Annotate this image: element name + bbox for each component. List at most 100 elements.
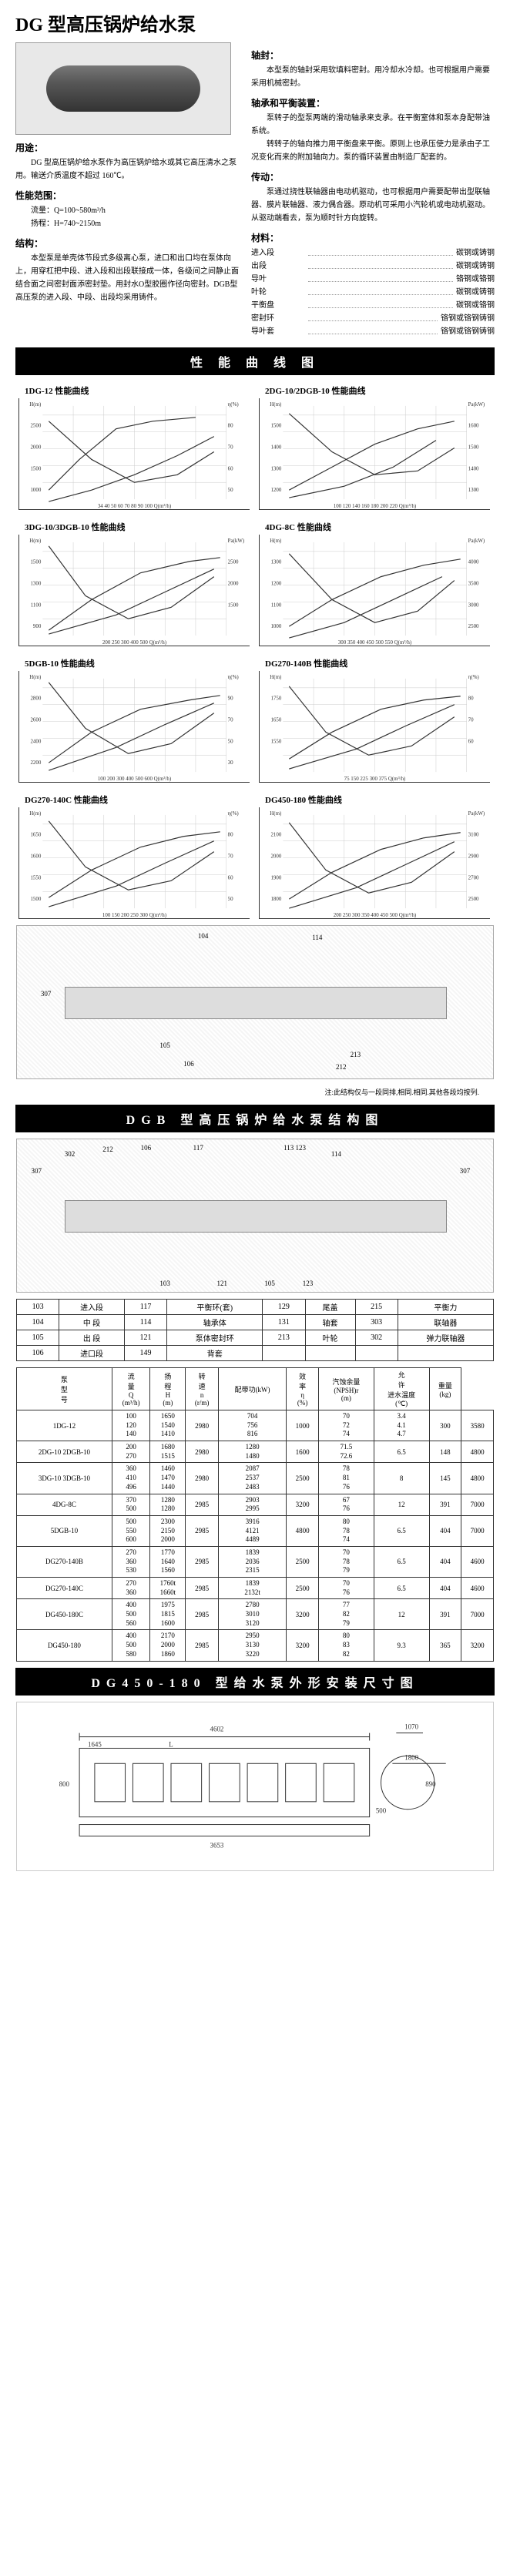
data-model-cell: 3DG-10 3DGB-10 [17, 1463, 112, 1494]
svg-text:3653: 3653 [210, 1841, 224, 1849]
svg-text:3000: 3000 [468, 602, 479, 608]
svg-text:50: 50 [228, 896, 233, 902]
svg-text:2500: 2500 [468, 623, 479, 629]
material-label: 导叶套 [251, 325, 305, 338]
transmission-text: 泵通过挠性联轴器由电动机驱动，也可根据用户需要配带出型联轴器、膜片联轴器、液力偶… [251, 186, 495, 225]
parts-cell: 进口段 [59, 1346, 125, 1361]
svg-text:30: 30 [228, 760, 233, 766]
data-cell: 404 [429, 1546, 461, 1577]
data-cell: 2985 [186, 1494, 219, 1515]
svg-text:1300: 1300 [270, 465, 281, 471]
svg-text:900: 900 [33, 623, 42, 629]
data-model-cell: 5DGB-10 [17, 1515, 112, 1546]
data-cell: 6.5 [374, 1578, 429, 1599]
perf-range-q: 流量：Q=100~580m³/h [15, 204, 239, 217]
data-cell: 6776 [318, 1494, 374, 1515]
svg-text:100 150 200 250 300 Q(m³/h): 100 150 200 250 300 Q(m³/h) [102, 912, 166, 918]
svg-text:1600: 1600 [468, 423, 479, 429]
data-cell: 1000 [287, 1410, 319, 1441]
parts-table: 103进入段117平衡环(套)129尾盖215平衡力104中 段114轴承体13… [16, 1299, 494, 1361]
data-cell: 295031303220 [218, 1630, 286, 1661]
data-cell: 3200 [287, 1599, 319, 1630]
parts-cell: 轴承体 [167, 1315, 263, 1330]
data-cell: 12 [374, 1494, 429, 1515]
svg-text:70: 70 [228, 444, 233, 451]
data-cell: 6.5 [374, 1441, 429, 1463]
callout-label: 123 [303, 1280, 314, 1287]
svg-text:2800: 2800 [30, 696, 41, 702]
page-title: DG 型高压锅炉给水泵 [15, 9, 495, 36]
svg-text:1550: 1550 [30, 874, 41, 880]
svg-text:2100: 2100 [270, 832, 281, 838]
data-cell: 148 [429, 1441, 461, 1463]
svg-text:H(m): H(m) [29, 401, 41, 408]
bearing-heading: 轴承和平衡装置： [251, 96, 495, 109]
data-cell: 278030103120 [218, 1599, 286, 1630]
data-cell: 12801480 [218, 1441, 286, 1463]
data-cell: 1600 [287, 1441, 319, 1463]
parts-cell [263, 1346, 305, 1361]
data-cell: 788176 [318, 1463, 374, 1494]
data-model-cell: 2DG-10 2DGB-10 [17, 1441, 112, 1463]
callout-label: 307 [32, 1167, 42, 1175]
svg-text:50: 50 [228, 738, 233, 744]
data-model-cell: DG450-180C [17, 1599, 112, 1630]
parts-cell: 104 [17, 1315, 59, 1330]
cross-section-dgb: 307302212106117113 123114307103121105123 [16, 1139, 494, 1293]
svg-text:Pa(kW): Pa(kW) [468, 401, 485, 408]
data-cell: 4800 [461, 1441, 494, 1463]
parts-cell: 105 [17, 1330, 59, 1346]
data-cell: 2985 [186, 1578, 219, 1599]
parts-cell: 轴套 [305, 1315, 355, 1330]
shaftseal-heading: 轴封： [251, 49, 495, 62]
material-label: 导叶 [251, 273, 305, 286]
svg-text:1000: 1000 [30, 487, 41, 493]
data-cell: 2985 [186, 1630, 219, 1661]
data-model-cell: DG450-180 [17, 1630, 112, 1661]
data-cell: 12801280 [150, 1494, 186, 1515]
parts-cell [398, 1346, 493, 1361]
parts-cell: 129 [263, 1300, 305, 1315]
data-cell: 704756816 [218, 1410, 286, 1441]
data-cell: 4600 [461, 1546, 494, 1577]
svg-text:1650: 1650 [270, 717, 281, 723]
data-header: 配带功(kW) [218, 1368, 286, 1410]
svg-text:H(m): H(m) [270, 538, 281, 544]
callout-label: 307 [41, 990, 52, 998]
data-cell: 391 [429, 1494, 461, 1515]
svg-text:100 200 300 400 500 600 Q(m³/h: 100 200 300 400 500 600 Q(m³/h) [98, 776, 171, 782]
parts-cell: 302 [355, 1330, 398, 1346]
data-cell: 18392132t [218, 1578, 286, 1599]
data-header: 泵型号 [17, 1368, 112, 1410]
data-cell: 2980 [186, 1410, 219, 1441]
svg-text:80: 80 [228, 832, 233, 838]
svg-text:2500: 2500 [30, 423, 41, 429]
chart-title: 1DG-12 性能曲线 [25, 384, 251, 397]
svg-text:η(%): η(%) [228, 401, 239, 408]
pump-photo [15, 42, 231, 135]
bearing-text2: 转转子的轴向推力用平衡盘来平衡。原则上也承压使力是承由子工况变化而来的附加轴向力… [251, 138, 495, 164]
bearing-text1: 泵转子的型泵两端的滑动轴承来支承。在平衡室体和泵本身配带油系统。 [251, 112, 495, 138]
svg-text:1900: 1900 [270, 874, 281, 880]
parts-cell: 中 段 [59, 1315, 125, 1330]
chart-panel: H(m)150013001100900Pa(kW)250020001500200… [18, 535, 250, 646]
data-cell: 370500 [112, 1494, 150, 1515]
perf-range-h: 扬程：H=740~2150m [15, 217, 239, 230]
chart-panel: H(m)15001400130012001100Pa(kW)1600150014… [259, 398, 490, 510]
data-cell: 365 [429, 1630, 461, 1661]
data-header: 效率η(%) [287, 1368, 319, 1410]
svg-text:50: 50 [228, 487, 233, 493]
svg-text:η(%): η(%) [468, 674, 479, 680]
svg-text:100 120 140 160 180 200 220 Q(: 100 120 140 160 180 200 220 Q(m³/h) [334, 503, 417, 509]
svg-text:1500: 1500 [30, 896, 41, 902]
material-value: 碳钢或铸钢 [456, 247, 495, 260]
svg-text:1500: 1500 [30, 465, 41, 471]
data-model-cell: 1DG-12 [17, 1410, 112, 1441]
svg-text:3500: 3500 [468, 581, 479, 587]
svg-text:200 250 300 400 500 Q(m³/h): 200 250 300 400 500 Q(m³/h) [102, 639, 166, 646]
data-header: 转速n(r/m) [186, 1368, 219, 1410]
material-value: 铬钢或铬钢铸钢 [441, 312, 495, 325]
svg-text:2000: 2000 [30, 781, 41, 782]
svg-text:1100: 1100 [31, 602, 42, 608]
data-cell: 200270 [112, 1441, 150, 1463]
